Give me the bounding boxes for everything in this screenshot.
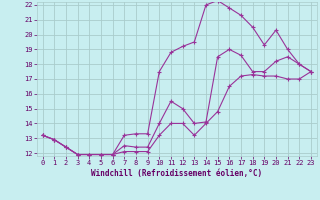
X-axis label: Windchill (Refroidissement éolien,°C): Windchill (Refroidissement éolien,°C) xyxy=(91,169,262,178)
